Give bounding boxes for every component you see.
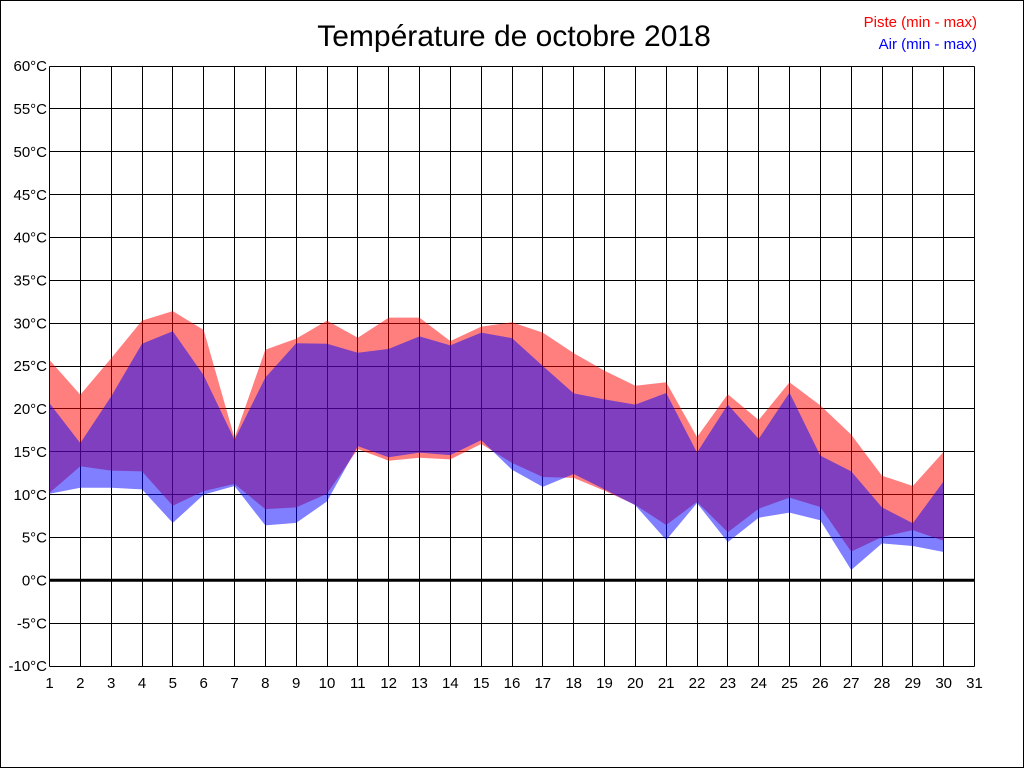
svg-text:29: 29 [904, 675, 921, 692]
svg-text:20°C: 20°C [13, 401, 47, 418]
svg-text:60°C: 60°C [13, 58, 47, 75]
svg-text:55°C: 55°C [13, 101, 47, 118]
svg-text:10: 10 [319, 675, 336, 692]
svg-text:10°C: 10°C [13, 487, 47, 504]
svg-text:25: 25 [781, 675, 798, 692]
svg-text:22: 22 [689, 675, 706, 692]
svg-text:26: 26 [812, 675, 829, 692]
svg-text:Température de octobre 2018: Température de octobre 2018 [317, 20, 711, 53]
svg-text:17: 17 [534, 675, 551, 692]
svg-text:25°C: 25°C [13, 358, 47, 375]
svg-text:-5°C: -5°C [17, 615, 47, 632]
svg-text:3: 3 [107, 675, 115, 692]
svg-text:9: 9 [292, 675, 300, 692]
svg-text:4: 4 [138, 675, 146, 692]
svg-text:0°C: 0°C [22, 573, 47, 590]
svg-text:13: 13 [411, 675, 428, 692]
svg-text:23: 23 [719, 675, 736, 692]
svg-text:11: 11 [350, 675, 366, 692]
svg-text:15°C: 15°C [13, 444, 47, 461]
svg-text:50°C: 50°C [13, 144, 47, 161]
svg-text:12: 12 [380, 675, 397, 692]
svg-text:16: 16 [504, 675, 521, 692]
svg-text:40°C: 40°C [13, 230, 47, 247]
svg-text:45°C: 45°C [13, 187, 47, 204]
svg-text:21: 21 [658, 675, 675, 692]
svg-text:1: 1 [45, 675, 53, 692]
svg-text:6: 6 [200, 675, 208, 692]
svg-text:8: 8 [261, 675, 269, 692]
svg-text:20: 20 [627, 675, 644, 692]
svg-text:28: 28 [874, 675, 891, 692]
svg-text:31: 31 [966, 675, 983, 692]
svg-text:-10°C: -10°C [8, 658, 47, 675]
svg-text:30°C: 30°C [13, 315, 47, 332]
svg-text:24: 24 [750, 675, 767, 692]
svg-text:Piste (min - max): Piste (min - max) [864, 14, 977, 31]
svg-text:35°C: 35°C [13, 273, 47, 290]
svg-text:30: 30 [935, 675, 952, 692]
svg-text:5: 5 [169, 675, 177, 692]
svg-text:7: 7 [230, 675, 238, 692]
svg-text:Air (min - max): Air (min - max) [879, 36, 977, 53]
svg-text:5°C: 5°C [22, 530, 47, 547]
svg-text:19: 19 [596, 675, 613, 692]
svg-text:27: 27 [843, 675, 860, 692]
svg-text:2: 2 [76, 675, 84, 692]
svg-text:18: 18 [565, 675, 582, 692]
svg-text:14: 14 [442, 675, 459, 692]
svg-text:15: 15 [473, 675, 490, 692]
